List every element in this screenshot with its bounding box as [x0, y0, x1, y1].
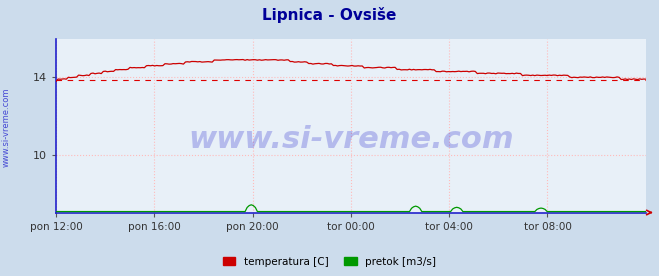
Text: Lipnica - Ovsiše: Lipnica - Ovsiše: [262, 7, 397, 23]
Text: www.si-vreme.com: www.si-vreme.com: [2, 87, 11, 167]
Text: www.si-vreme.com: www.si-vreme.com: [188, 125, 514, 154]
Legend: temperatura [C], pretok [m3/s]: temperatura [C], pretok [m3/s]: [219, 253, 440, 271]
